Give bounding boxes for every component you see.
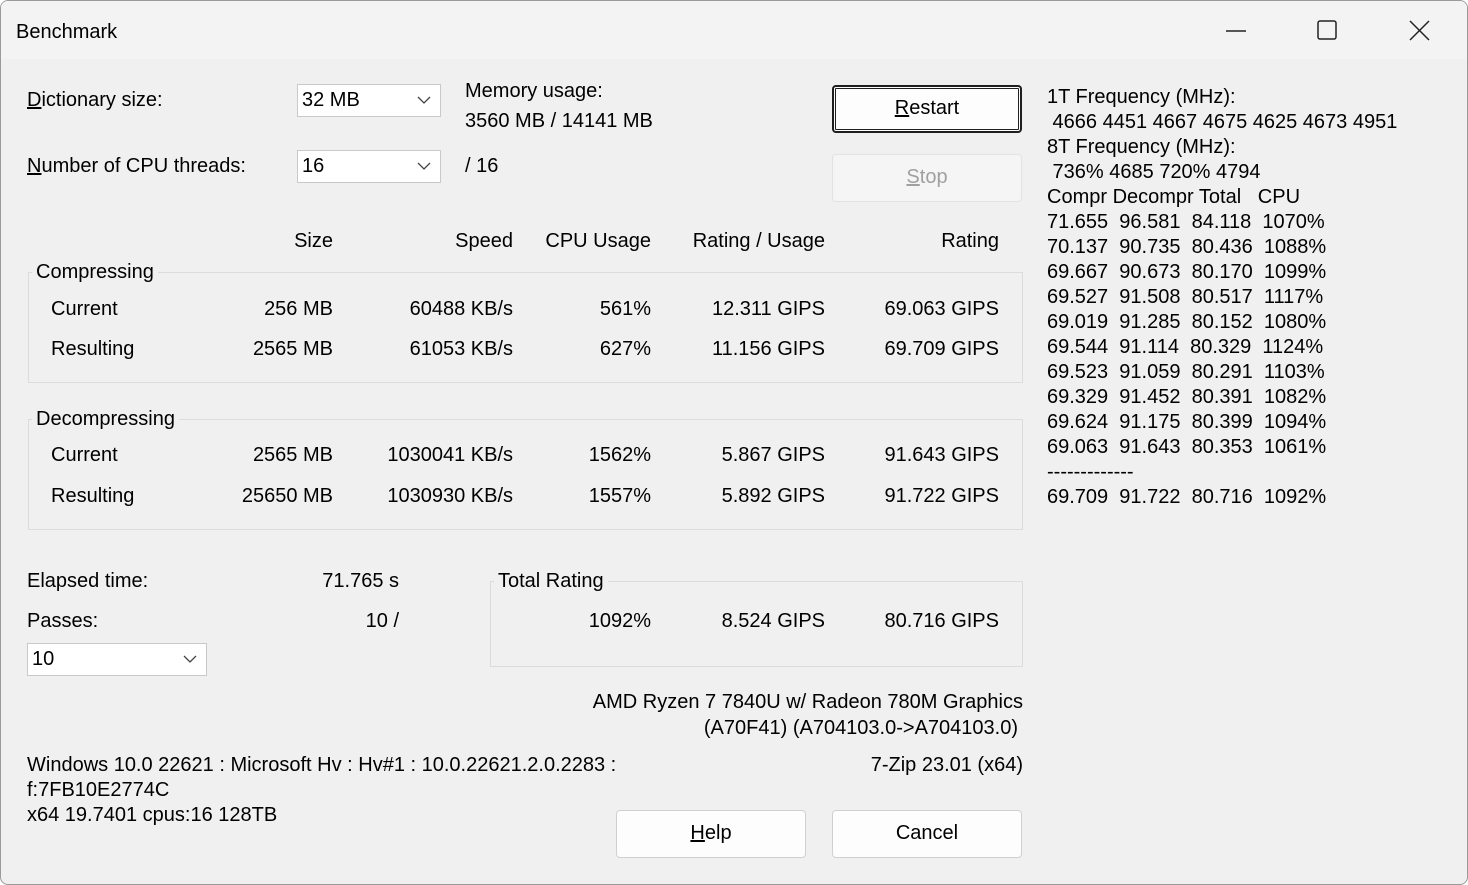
log-header: Compr Decompr Total CPU <box>1047 186 1301 208</box>
log-pass-row: 69.063 91.643 80.353 1061% <box>1047 436 1327 458</box>
passes-select[interactable]: 10 <box>27 643 207 676</box>
compressing-resulting-size: 2565 MB <box>252 338 333 360</box>
cancel-button[interactable]: Cancel <box>832 810 1022 858</box>
passes-select-value: 10 <box>32 648 55 670</box>
cpu-threads-label: Number of CPU threads: <box>27 155 246 177</box>
decompressing-current-cpu: 1562% <box>588 444 651 466</box>
dictionary-size-select[interactable]: 32 MB <box>297 84 441 117</box>
decompressing-current-rpu: 5.867 GIPS <box>721 444 825 466</box>
compressing-title: Compressing <box>32 260 158 284</box>
log-pass-row: 69.019 91.285 80.152 1080% <box>1047 311 1327 333</box>
cpu-threads-max: / 16 <box>465 155 499 177</box>
compressing-current-label: Current <box>51 298 118 320</box>
header-size: Size <box>294 230 333 252</box>
decompressing-title: Decompressing <box>32 407 179 431</box>
total-cpu-usage: 1092% <box>588 610 651 632</box>
window-title: Benchmark <box>16 21 118 43</box>
elapsed-time-label: Elapsed time: <box>27 570 149 592</box>
decompressing-resulting-speed: 1030930 KB/s <box>387 485 513 507</box>
decompressing-current-speed: 1030041 KB/s <box>387 444 513 466</box>
log-pass-row: 69.523 91.059 80.291 1103% <box>1047 361 1325 383</box>
chevron-down-icon <box>417 96 431 104</box>
compressing-resulting-speed: 61053 KB/s <box>409 338 513 360</box>
log-pass-row: 70.137 90.735 80.436 1088% <box>1047 236 1327 258</box>
close-button[interactable] <box>1399 11 1439 51</box>
total-rating-group <box>490 581 1023 667</box>
compressing-current-cpu: 561% <box>599 298 651 320</box>
compressing-group <box>28 272 1023 383</box>
log-separator: ------------- <box>1047 461 1134 483</box>
restart-button[interactable]: Restart <box>832 85 1022 133</box>
help-button[interactable]: Help <box>616 810 806 858</box>
cpu-name: AMD Ryzen 7 7840U w/ Radeon 780M Graphic… <box>592 691 1023 713</box>
os-info-line2: f:7FB10E2774C <box>27 779 170 801</box>
total-rating-title: Total Rating <box>494 569 608 593</box>
decompressing-group <box>28 419 1023 530</box>
log-pass-row: 69.544 91.114 80.329 1124% <box>1047 336 1324 358</box>
freq8-values: 736% 4685 720% 4794 <box>1047 161 1261 183</box>
memory-usage-label: Memory usage: <box>465 80 603 102</box>
cpu-id: (A70F41) (A704103.0->A704103.0) <box>703 717 1018 739</box>
version-label: 7-Zip 23.01 (x64) <box>870 754 1023 776</box>
stop-button[interactable]: Stop <box>832 154 1022 202</box>
compressing-resulting-cpu: 627% <box>599 338 651 360</box>
compressing-current-rpu: 12.311 GIPS <box>711 298 825 320</box>
chevron-down-icon <box>183 655 197 663</box>
log-pass-row: 69.667 90.673 80.170 1099% <box>1047 261 1327 283</box>
maximize-button[interactable] <box>1307 11 1347 51</box>
log-pass-row: 69.329 91.452 80.391 1082% <box>1047 386 1327 408</box>
title-bar: Benchmark <box>1 1 1467 59</box>
maximize-icon <box>1317 20 1337 40</box>
total-rating-usage: 8.524 GIPS <box>721 610 825 632</box>
decompressing-current-label: Current <box>51 444 118 466</box>
cpu-threads-select[interactable]: 16 <box>297 150 441 183</box>
freq1-label: 1T Frequency (MHz): <box>1047 86 1236 108</box>
freq1-values: 4666 4451 4667 4675 4625 4673 4951 <box>1047 111 1398 133</box>
decompressing-resulting-size: 25650 MB <box>241 485 333 507</box>
cpu-threads-value: 16 <box>302 155 325 177</box>
decompressing-current-rating: 91.643 GIPS <box>884 444 999 466</box>
passes-label: Passes: <box>27 610 99 632</box>
compressing-resulting-rating: 69.709 GIPS <box>884 338 999 360</box>
log-pass-row: 69.527 91.508 80.517 1117% <box>1047 286 1324 308</box>
chevron-down-icon <box>417 162 431 170</box>
dictionary-size-label: Dictionary size: <box>27 89 163 111</box>
decompressing-resulting-rating: 91.722 GIPS <box>884 485 999 507</box>
memory-usage-value: 3560 MB / 14141 MB <box>465 110 653 132</box>
dictionary-size-value: 32 MB <box>302 89 360 111</box>
os-info-line3: x64 19.7401 cpus:16 128TB <box>27 804 278 826</box>
passes-value: 10 / <box>365 610 399 632</box>
header-rating-usage: Rating / Usage <box>692 230 825 252</box>
close-icon <box>1409 20 1430 41</box>
log-pass-row: 71.655 96.581 84.118 1070% <box>1047 211 1325 233</box>
compressing-current-rating: 69.063 GIPS <box>884 298 999 320</box>
os-info: Windows 10.0 22621 : Microsoft Hv : Hv#1… <box>27 754 617 776</box>
freq8-label: 8T Frequency (MHz): <box>1047 136 1236 158</box>
compressing-current-size: 256 MB <box>264 298 333 320</box>
decompressing-resulting-label: Resulting <box>51 485 135 507</box>
decompressing-resulting-rpu: 5.892 GIPS <box>721 485 825 507</box>
elapsed-time-value: 71.765 s <box>322 570 399 592</box>
header-rating: Rating <box>941 230 999 252</box>
minimize-button[interactable] <box>1216 11 1256 51</box>
decompressing-current-size: 2565 MB <box>252 444 333 466</box>
decompressing-resulting-cpu: 1557% <box>588 485 651 507</box>
header-cpu-usage: CPU Usage <box>545 230 651 252</box>
compressing-resulting-label: Resulting <box>51 338 135 360</box>
total-rating-value: 80.716 GIPS <box>884 610 999 632</box>
compressing-resulting-rpu: 11.156 GIPS <box>711 338 825 360</box>
log-total: 69.709 91.722 80.716 1092% <box>1047 486 1327 508</box>
log-pass-row: 69.624 91.175 80.399 1094% <box>1047 411 1327 433</box>
compressing-current-speed: 60488 KB/s <box>409 298 513 320</box>
header-speed: Speed <box>455 230 513 252</box>
minimize-icon <box>1226 30 1246 32</box>
